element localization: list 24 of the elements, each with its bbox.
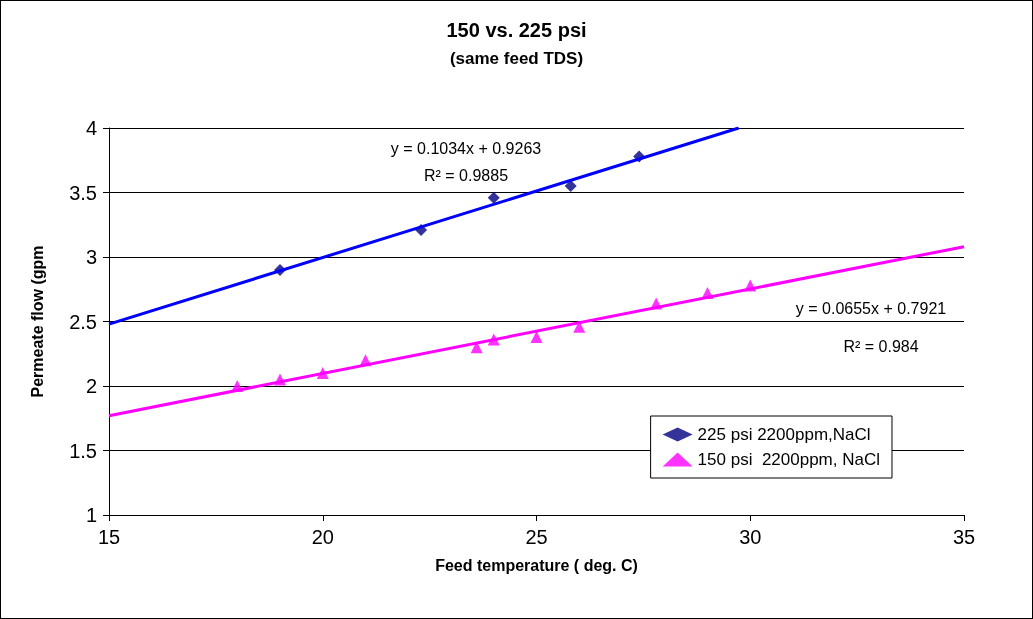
x-axis-title: Feed temperature ( deg. C): [435, 556, 638, 574]
legend-label: 225 psi 2200ppm,NaCl: [697, 425, 871, 444]
y-tick-label: 2.5: [69, 310, 97, 333]
annotation: y = 0.1034x + 0.9263: [390, 139, 542, 157]
x-tick-label: 30: [739, 526, 762, 548]
y-tick-label: 3: [85, 246, 97, 268]
y-tick-label: 1.5: [69, 439, 97, 462]
annotation: y = 0.0655x + 0.7921: [795, 299, 947, 317]
legend-label: 150 psi 2200ppm, NaCl: [697, 450, 881, 469]
x-tick-label: 25: [525, 526, 548, 548]
y-axis-title: Permeate flow (gpm: [28, 245, 46, 398]
x-tick-label: 15: [97, 526, 121, 548]
y-tick-label: 4: [85, 117, 97, 139]
x-tick-label: 35: [952, 526, 976, 548]
annotation: R² = 0.984: [843, 337, 919, 355]
y-tick-label: 2: [85, 375, 97, 397]
point: [564, 180, 577, 193]
y-tick-label: 1: [85, 504, 97, 526]
chart-title: 150 vs. 225 psi: [446, 19, 587, 41]
annotation: R² = 0.9885: [423, 166, 509, 184]
point: [487, 191, 500, 204]
chart-subtitle: (same feed TDS): [449, 49, 584, 68]
y-tick-label: 3.5: [69, 181, 97, 204]
x-tick-label: 20: [311, 526, 334, 548]
